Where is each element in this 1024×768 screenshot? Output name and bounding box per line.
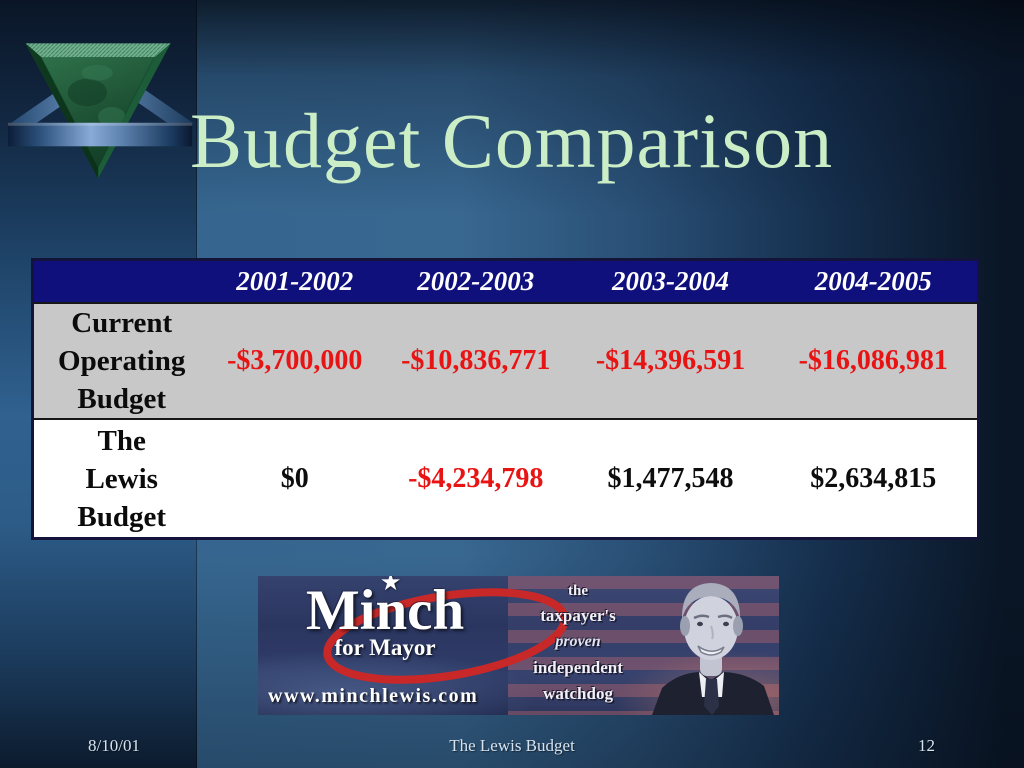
cell-lewis-2004-2005: $2,634,815 <box>810 462 937 494</box>
cell-current-2002-2003: -$10,836,771 <box>401 345 551 376</box>
campaign-banner: Minch ★ for Mayor www.minchlewis.com the… <box>258 576 779 715</box>
banner-url-text: www.minchlewis.com <box>268 685 479 707</box>
column-header-2002-2003: 2002-2003 <box>417 266 535 296</box>
table-row-current-operating-budget: Current Operating Budget -$3,700,000 -$1… <box>34 304 977 420</box>
cell-current-2001-2002: -$3,700,000 <box>227 345 363 376</box>
banner-brand-text: Minch ★ <box>306 576 464 639</box>
column-header-2001-2002: 2001-2002 <box>236 266 354 296</box>
tagline-line: the <box>568 583 588 599</box>
cell-lewis-2002-2003: -$4,234,798 <box>408 462 544 494</box>
brand-block: Minch ★ for Mayor <box>260 576 510 661</box>
footer-page-number: 12 <box>918 736 935 755</box>
cell-current-2004-2005: -$16,086,981 <box>798 345 948 376</box>
pyramid-logo-icon <box>7 43 195 179</box>
column-header-2003-2004: 2003-2004 <box>611 266 729 296</box>
slide-title: Budget Comparison <box>190 97 834 184</box>
tagline-line: proven <box>555 633 601 650</box>
cell-lewis-2003-2004: $1,477,548 <box>607 462 734 494</box>
table-header-row: 2001-2002 2002-2003 2003-2004 2004-2005 <box>34 261 977 304</box>
column-header-2004-2005: 2004-2005 <box>814 266 932 296</box>
tagline-line: watchdog <box>543 684 613 703</box>
table-row-the-lewis-budget: The Lewis Budget $0 -$4,234,798 $1,477,5… <box>34 420 977 537</box>
tagline-block: the taxpayer's proven independent watchd… <box>510 579 646 707</box>
star-icon: ★ <box>379 576 402 596</box>
tagline-line: independent <box>533 658 623 677</box>
footer-date: 8/10/01 <box>88 736 140 755</box>
candidate-portrait-photo <box>652 583 774 715</box>
row-label-the-lewis-budget: The Lewis Budget <box>77 424 167 533</box>
cell-lewis-2001-2002: $0 <box>280 462 309 494</box>
footer-slide-title: The Lewis Budget <box>449 736 575 755</box>
tagline-line: taxpayer's <box>540 606 616 625</box>
red-swoosh-icon <box>323 588 569 684</box>
banner-sub-text: for Mayor <box>334 635 436 660</box>
budget-comparison-table: 2001-2002 2002-2003 2003-2004 2004-2005 … <box>31 258 980 540</box>
row-label-current-operating-budget: Current Operating Budget <box>58 307 186 415</box>
cell-current-2003-2004: -$14,396,591 <box>595 345 746 376</box>
